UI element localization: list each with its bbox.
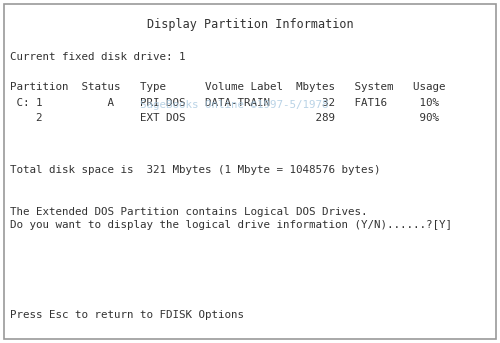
Text: Total disk space is  321 Mbytes (1 Mbyte = 1048576 bytes): Total disk space is 321 Mbytes (1 Mbyte … bbox=[10, 165, 380, 175]
Text: 2               EXT DOS                    289             90%: 2 EXT DOS 289 90% bbox=[10, 113, 439, 123]
Text: Display Partition Information: Display Partition Information bbox=[146, 18, 354, 31]
Text: Press Esc to return to FDISK Options: Press Esc to return to FDISK Options bbox=[10, 310, 244, 320]
Text: SageBooks Online ©1997-5/1978: SageBooks Online ©1997-5/1978 bbox=[140, 100, 328, 110]
Text: The Extended DOS Partition contains Logical DOS Drives.: The Extended DOS Partition contains Logi… bbox=[10, 207, 368, 217]
Text: Partition  Status   Type      Volume Label  Mbytes   System   Usage: Partition Status Type Volume Label Mbyte… bbox=[10, 82, 446, 92]
Text: Do you want to display the logical drive information (Y/N)......?[Y]: Do you want to display the logical drive… bbox=[10, 220, 452, 230]
Text: Current fixed disk drive: 1: Current fixed disk drive: 1 bbox=[10, 52, 186, 62]
Text: C: 1          A    PRI DOS   DATA-TRAIN        32   FAT16     10%: C: 1 A PRI DOS DATA-TRAIN 32 FAT16 10% bbox=[10, 98, 439, 108]
